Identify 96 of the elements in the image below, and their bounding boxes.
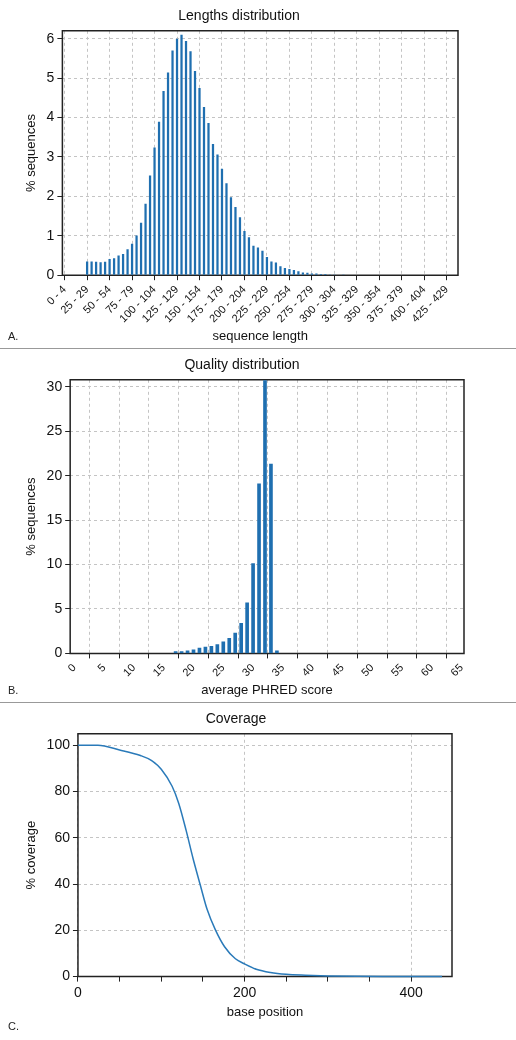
x-tick-label: 0 — [74, 983, 83, 1000]
x-axis-title: sequence length — [212, 327, 308, 343]
bar — [225, 183, 228, 275]
bar — [292, 270, 296, 275]
x-tick-label: 40 — [299, 661, 317, 679]
bar — [144, 203, 147, 275]
bar — [234, 207, 237, 275]
x-tick-label: 200 — [232, 983, 257, 1000]
x-tick-label: 30 — [239, 661, 257, 679]
x-tick-label: 50 — [358, 661, 376, 679]
y-tick-label: 80 — [54, 782, 71, 799]
bar — [301, 272, 305, 275]
y-tick-label: 5 — [54, 599, 63, 616]
y-tick-label: 6 — [46, 29, 55, 46]
bar — [269, 463, 273, 654]
x-tick-label: 65 — [448, 661, 466, 679]
x-tick-label: 45 — [328, 661, 347, 679]
x-tick-label: 400 — [399, 983, 424, 1000]
bar — [227, 637, 232, 654]
x-axis-title: average PHRED score — [201, 681, 333, 697]
text: B. — [8, 684, 19, 696]
bar — [238, 217, 242, 275]
bar — [243, 231, 246, 275]
bar — [239, 622, 243, 654]
bar — [162, 91, 165, 275]
bar — [261, 250, 264, 275]
y-tick-label: 40 — [54, 874, 71, 891]
x-tick-label: 20 — [179, 661, 198, 679]
x-tick-label: 60 — [418, 661, 436, 679]
y-tick-label: 30 — [46, 377, 63, 394]
bar — [180, 34, 183, 275]
y-tick-label: 0 — [54, 644, 63, 661]
y-tick-label: 15 — [46, 511, 63, 528]
bar — [283, 268, 287, 275]
bar — [207, 123, 210, 275]
x-tick-label: 25 — [209, 661, 227, 679]
bar — [99, 262, 102, 275]
bar — [221, 641, 226, 654]
y-tick-label: 0 — [46, 266, 55, 283]
y-axis-title: % sequences — [23, 113, 39, 193]
chart-title: Coverage — [205, 710, 267, 727]
line-series — [77, 744, 443, 978]
x-tick-label: 10 — [120, 661, 138, 679]
bar — [103, 261, 107, 275]
bar — [171, 50, 174, 275]
y-tick-label: 5 — [46, 68, 55, 85]
bar — [288, 268, 291, 275]
y-tick-label: 100 — [46, 736, 71, 753]
text: A. — [8, 330, 19, 342]
x-tick-label: 35 — [269, 661, 287, 679]
bar — [117, 255, 120, 275]
bar — [233, 632, 238, 654]
y-tick-label: 1 — [46, 226, 55, 243]
bar — [297, 271, 300, 275]
y-tick-label: 20 — [54, 921, 71, 938]
x-tick-label: 15 — [150, 661, 168, 679]
y-tick-label: 60 — [54, 828, 71, 845]
y-tick-label: 4 — [46, 108, 55, 125]
y-axis-title: % coverage — [23, 820, 39, 890]
bar — [185, 650, 190, 654]
x-axis-title: base position — [226, 1003, 304, 1019]
bar — [126, 249, 129, 275]
bar — [265, 257, 269, 275]
bar — [198, 87, 201, 275]
bar — [148, 175, 152, 275]
y-axis-title: % sequences — [23, 477, 39, 556]
bar — [245, 602, 249, 654]
bar — [85, 261, 89, 275]
bar — [263, 380, 267, 654]
bar — [153, 147, 156, 275]
bar — [229, 197, 233, 275]
text: C. — [8, 1020, 19, 1032]
y-tick-label: 25 — [46, 422, 63, 439]
y-tick-label: 20 — [46, 466, 63, 483]
y-tick-label: 3 — [46, 147, 55, 164]
bar — [94, 261, 98, 275]
bar — [275, 650, 279, 654]
y-tick-label: 10 — [46, 555, 63, 572]
bar — [251, 563, 255, 654]
bar — [135, 235, 138, 275]
bar — [90, 261, 93, 275]
x-tick-label: 5 — [94, 661, 108, 674]
y-tick-label: 0 — [62, 967, 71, 984]
chart-title: Quality distribution — [184, 356, 300, 373]
chart-title: Lengths distribution — [178, 7, 300, 24]
bar — [279, 266, 282, 275]
bar — [247, 237, 251, 275]
bar — [216, 154, 219, 275]
bar — [270, 261, 273, 275]
bar — [252, 245, 255, 275]
bar — [112, 258, 116, 275]
bar — [108, 259, 111, 275]
y-tick-label: 2 — [46, 187, 55, 204]
x-tick-label: 55 — [388, 661, 406, 679]
bar — [257, 483, 261, 654]
bar — [189, 51, 192, 275]
